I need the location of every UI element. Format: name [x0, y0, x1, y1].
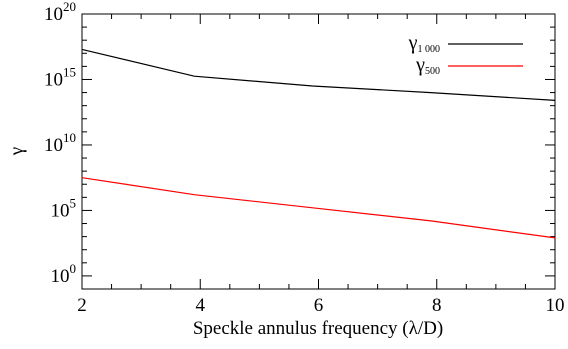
- x-tick-label: 8: [432, 295, 442, 316]
- legend-label: γ1 000: [408, 32, 440, 55]
- y-tick-label: 105: [51, 195, 77, 221]
- x-tick-label: 10: [546, 295, 565, 316]
- legend-label: γ500: [415, 54, 440, 77]
- y-tick-label: 1010: [44, 130, 76, 156]
- plot-frame: [81, 13, 556, 290]
- x-tick-label: 2: [77, 295, 87, 316]
- x-tick-label: 4: [196, 295, 206, 316]
- y-tick-label: 1015: [44, 64, 76, 90]
- x-tick-label: 6: [314, 295, 324, 316]
- y-tick-label: 1020: [44, 0, 76, 25]
- y-axis-ticks: 100 105 1010 1015 1020: [44, 0, 555, 290]
- y-axis-label: γ: [6, 147, 27, 156]
- x-axis-label: Speckle annulus frequency (λ/D): [193, 318, 443, 339]
- y-tick-label: 100: [51, 261, 77, 287]
- series-line-gamma-1000: [81, 48, 556, 101]
- series-line-gamma-500: [81, 177, 556, 239]
- x-axis-ticks: 2 4 6 8 10: [77, 14, 565, 316]
- series-group: [81, 48, 556, 239]
